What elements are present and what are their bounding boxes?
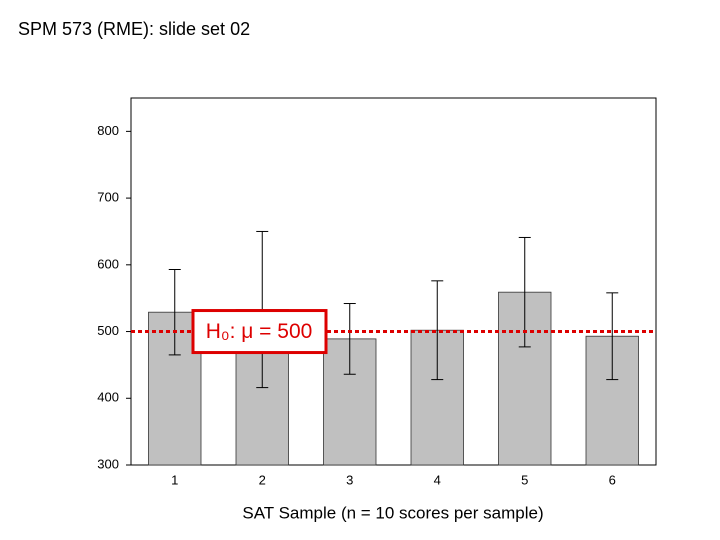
error-bar	[518, 236, 531, 348]
plot-frame	[130, 97, 657, 466]
x-tick-label: 1	[171, 472, 178, 487]
y-tick-label: 600	[97, 256, 119, 271]
y-tick-label: 300	[97, 456, 119, 471]
x-tick-label: 2	[259, 472, 266, 487]
y-tick-label: 700	[97, 190, 119, 205]
slide-title: SPM 573 (RME): slide set 02	[18, 19, 250, 39]
x-axis-label: SAT Sample (n = 10 scores per sample)	[242, 503, 543, 522]
y-tick-label: 500	[97, 323, 119, 338]
error-bar	[606, 292, 619, 381]
annotation-box	[191, 309, 328, 355]
x-tick-label: 3	[346, 472, 353, 487]
error-bar	[431, 280, 444, 381]
error-bar	[343, 303, 356, 375]
y-tick-label: 800	[97, 123, 119, 138]
x-tick-label: 5	[521, 472, 528, 487]
error-bar	[168, 268, 181, 356]
annotation: H₀: μ = 500	[206, 320, 313, 343]
x-tick-label: 6	[609, 472, 616, 487]
x-tick-label: 4	[434, 472, 441, 487]
y-tick-label: 400	[97, 390, 119, 405]
